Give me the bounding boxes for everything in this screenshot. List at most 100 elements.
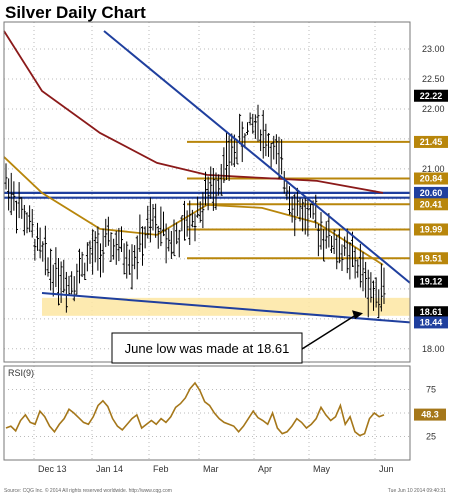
price-tag-label: 22.22 (420, 91, 443, 101)
price-bar (41, 241, 45, 262)
price-bar (180, 215, 184, 232)
x-tick-label: Feb (153, 464, 169, 474)
price-bar (141, 226, 144, 266)
price-bar (12, 181, 16, 211)
price-bar (75, 263, 79, 295)
price-bar (43, 225, 47, 276)
price-bar (62, 259, 66, 293)
trend-line (41, 292, 411, 324)
fib-levels (4, 140, 410, 260)
price-tag (414, 275, 448, 288)
price-bar (219, 163, 223, 196)
price-bar (70, 271, 74, 295)
trend-line (103, 30, 411, 284)
price-bar (230, 133, 234, 166)
price-tag (414, 186, 448, 199)
price-bar (217, 174, 221, 196)
price-tag (414, 316, 448, 329)
price-bar (348, 242, 352, 280)
price-bar (138, 214, 142, 252)
price-bar (351, 231, 354, 268)
price-bar (264, 123, 268, 157)
rsi-tick-label: 25 (426, 432, 436, 442)
price-bar (164, 223, 168, 264)
price-bar (169, 230, 173, 260)
price-bar (201, 192, 205, 229)
price-bar (177, 229, 181, 258)
price-tag (414, 135, 448, 148)
price-bar (303, 196, 307, 235)
price-bar (148, 197, 152, 243)
price-bar (101, 228, 105, 273)
price-bar (190, 209, 194, 228)
trend-lines (41, 30, 411, 324)
price-bar (335, 234, 339, 270)
price-bar (49, 248, 53, 291)
price-bar (301, 198, 305, 232)
price-bar (322, 229, 326, 262)
price-bar (372, 280, 375, 311)
price-bar (156, 225, 160, 249)
price-bar (382, 267, 386, 305)
price-bar (125, 241, 129, 279)
price-bar (238, 113, 242, 145)
price-tag (414, 89, 448, 102)
price-bar (114, 230, 118, 265)
x-tick-label: Jun (379, 464, 394, 474)
price-bar (4, 163, 8, 190)
x-tick-label: May (313, 464, 331, 474)
chart-title: Silver Daily Chart (5, 3, 146, 22)
price-bar (30, 209, 34, 238)
price-tag-label: 20.84 (420, 174, 443, 184)
price-bar (316, 223, 320, 257)
price-bar (93, 231, 97, 263)
annotation-arrow-line (301, 313, 358, 350)
price-tag (414, 223, 448, 236)
price-bar (267, 133, 270, 157)
price-bar (104, 218, 108, 248)
price-tag-label: 18.44 (420, 317, 443, 327)
price-bar (272, 135, 276, 160)
price-bar (80, 251, 84, 278)
rsi-value-label: 48.3 (421, 410, 439, 420)
price-bar (91, 229, 95, 275)
annotation: June low was made at 18.61 (111, 310, 363, 364)
price-bar (59, 261, 63, 303)
price-bar (361, 251, 365, 292)
price-bar (78, 248, 81, 284)
x-tick-label: Mar (203, 464, 219, 474)
price-bar (188, 200, 192, 245)
price-bar (17, 182, 21, 219)
price-bar (159, 206, 163, 247)
price-bar (20, 197, 24, 219)
price-bar (146, 205, 150, 239)
price-bar (36, 222, 39, 251)
price-bar (38, 227, 42, 259)
price-bar (240, 121, 244, 163)
price-bar (196, 196, 200, 218)
price-tag (414, 306, 448, 319)
price-bar (15, 200, 18, 234)
price-bar (162, 211, 165, 237)
price-bar (324, 221, 328, 249)
panel-frames (3, 21, 411, 461)
price-bar (72, 276, 76, 302)
price-bar (154, 203, 158, 238)
price-bar (96, 226, 100, 271)
price-bar (285, 181, 289, 201)
price-bar (112, 238, 116, 260)
price-bar (183, 200, 186, 241)
price-bar (214, 172, 218, 210)
price-bar (51, 264, 55, 297)
price-bar (117, 227, 121, 262)
price-tag (414, 198, 448, 211)
price-tag-label: 20.60 (420, 188, 443, 198)
price-bar (290, 196, 294, 223)
x-tick-label: Dec 13 (38, 464, 67, 474)
price-bar (274, 134, 278, 165)
price-bar (246, 122, 249, 135)
price-bar (172, 219, 176, 257)
price-bar (327, 213, 331, 248)
price-bar (185, 210, 189, 237)
